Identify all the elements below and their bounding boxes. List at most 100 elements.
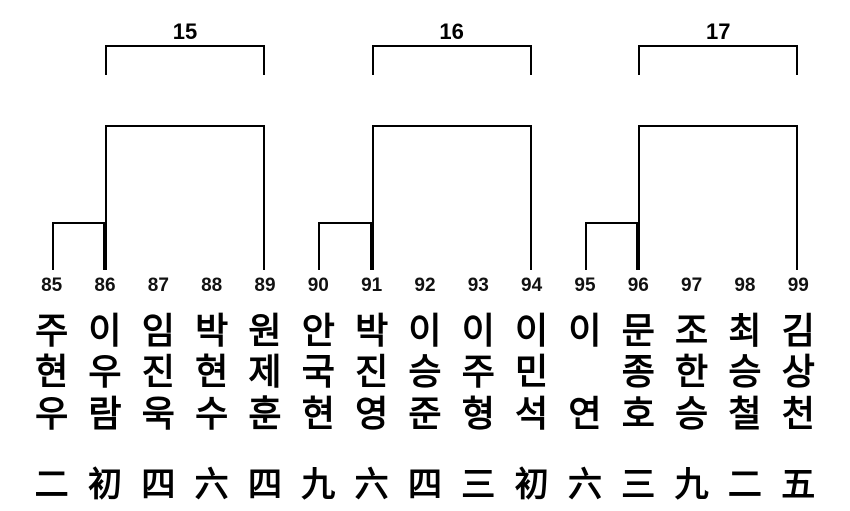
player-number: 94 xyxy=(505,275,558,297)
player-name-char: 형 xyxy=(452,393,505,434)
column: 임진욱 xyxy=(132,310,185,434)
player-name-char: 상 xyxy=(772,351,825,392)
mid-bracket xyxy=(585,222,638,270)
column: 안국현 xyxy=(292,310,345,434)
player-name-char: 훈 xyxy=(238,393,291,434)
player-number: 98 xyxy=(718,275,771,297)
column: 初 xyxy=(78,457,131,506)
player-name-char: 문 xyxy=(612,310,665,351)
player-name-char: 민 xyxy=(505,351,558,392)
top-bracket-label: 16 xyxy=(439,19,463,45)
player-rank: 三 xyxy=(452,457,505,506)
player-name-char: 철 xyxy=(718,393,771,434)
column: 이우람 xyxy=(78,310,131,434)
column: 三 xyxy=(452,457,505,506)
player-number: 87 xyxy=(132,275,185,297)
column: 주현우 xyxy=(25,310,78,434)
player-number: 96 xyxy=(612,275,665,297)
column: 二 xyxy=(718,457,771,506)
player-name-char: 승 xyxy=(398,351,451,392)
player-rank: 九 xyxy=(292,457,345,506)
player-name-char: 우 xyxy=(25,393,78,434)
player-name-char: 안 xyxy=(292,310,345,351)
row: 858687888990919293949596979899 xyxy=(0,275,850,297)
player-number: 89 xyxy=(238,275,291,297)
player-name-char: 박 xyxy=(345,310,398,351)
row: 주현우이우람임진욱박현수원제훈안국현박진영이승준이주형이민석이연문종호조한승최승… xyxy=(0,310,850,434)
player-name-char: 연 xyxy=(558,393,611,434)
player-name-char: 박 xyxy=(185,310,238,351)
player-name-char: 욱 xyxy=(132,393,185,434)
column: 六 xyxy=(558,457,611,506)
player-number: 85 xyxy=(25,275,78,297)
column: 九 xyxy=(292,457,345,506)
column: 김상천 xyxy=(772,310,825,434)
mid-bracket xyxy=(372,125,532,270)
player-name-char: 현 xyxy=(292,393,345,434)
player-name-char: 종 xyxy=(612,351,665,392)
mid-bracket xyxy=(638,125,798,270)
player-name-char: 국 xyxy=(292,351,345,392)
player-name-char xyxy=(558,351,611,392)
column: 이주형 xyxy=(452,310,505,434)
player-rank: 五 xyxy=(772,457,825,506)
player-name-char: 이 xyxy=(558,310,611,351)
player-name-char: 호 xyxy=(612,393,665,434)
column: 五 xyxy=(772,457,825,506)
column: 六 xyxy=(185,457,238,506)
column: 원제훈 xyxy=(238,310,291,434)
player-rank: 六 xyxy=(185,457,238,506)
column: 98 xyxy=(718,275,771,297)
column: 四 xyxy=(132,457,185,506)
player-name-char: 수 xyxy=(185,393,238,434)
player-rank: 初 xyxy=(505,457,558,506)
column: 99 xyxy=(772,275,825,297)
player-rank: 四 xyxy=(238,457,291,506)
column: 90 xyxy=(292,275,345,297)
column: 初 xyxy=(505,457,558,506)
player-name-char: 조 xyxy=(665,310,718,351)
top-bracket-label: 17 xyxy=(706,19,730,45)
player-rank: 二 xyxy=(25,457,78,506)
column: 박현수 xyxy=(185,310,238,434)
player-name-char: 현 xyxy=(25,351,78,392)
column: 이연 xyxy=(558,310,611,434)
player-rank: 初 xyxy=(78,457,131,506)
player-name-char: 영 xyxy=(345,393,398,434)
column: 88 xyxy=(185,275,238,297)
player-rank: 二 xyxy=(718,457,771,506)
mid-bracket xyxy=(318,222,371,270)
player-name-char: 원 xyxy=(238,310,291,351)
player-name-char: 이 xyxy=(78,310,131,351)
player-rank: 四 xyxy=(132,457,185,506)
column: 91 xyxy=(345,275,398,297)
column: 박진영 xyxy=(345,310,398,434)
player-number: 99 xyxy=(772,275,825,297)
player-name-char: 승 xyxy=(718,351,771,392)
column: 89 xyxy=(238,275,291,297)
column: 四 xyxy=(398,457,451,506)
column: 이민석 xyxy=(505,310,558,434)
player-name-char: 람 xyxy=(78,393,131,434)
player-number: 88 xyxy=(185,275,238,297)
column: 85 xyxy=(25,275,78,297)
player-rank: 九 xyxy=(665,457,718,506)
column: 조한승 xyxy=(665,310,718,434)
player-name-char: 김 xyxy=(772,310,825,351)
column: 94 xyxy=(505,275,558,297)
player-name-char: 한 xyxy=(665,351,718,392)
column: 九 xyxy=(665,457,718,506)
column: 97 xyxy=(665,275,718,297)
player-name-char: 천 xyxy=(772,393,825,434)
player-name-char: 이 xyxy=(505,310,558,351)
player-number: 92 xyxy=(398,275,451,297)
player-name-char: 현 xyxy=(185,351,238,392)
player-number: 93 xyxy=(452,275,505,297)
player-number: 97 xyxy=(665,275,718,297)
player-name-char: 승 xyxy=(665,393,718,434)
top-bracket: 17 xyxy=(638,45,798,75)
player-rank: 六 xyxy=(558,457,611,506)
top-bracket: 16 xyxy=(372,45,532,75)
player-name-char: 주 xyxy=(25,310,78,351)
top-bracket-label: 15 xyxy=(173,19,197,45)
